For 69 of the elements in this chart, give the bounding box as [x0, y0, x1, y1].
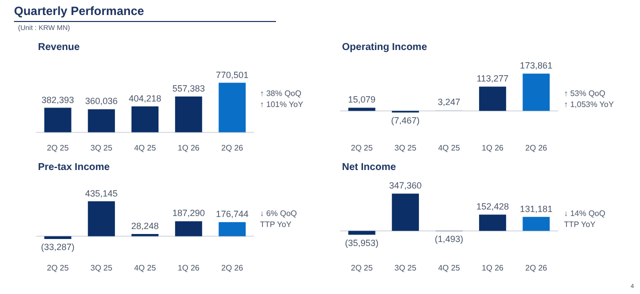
text: ↑ 1,053% YoY: [564, 99, 614, 110]
bar: [348, 108, 376, 111]
x-tick-label: 2Q 25: [350, 143, 374, 152]
bar: [175, 96, 202, 132]
x-tick-label: 2Q 26: [221, 263, 244, 272]
x-tick-label: 1Q 26: [178, 263, 200, 272]
x-tick-label: 4Q 25: [438, 143, 460, 152]
bar: [131, 106, 159, 132]
data-label: (35,953): [345, 238, 379, 248]
text: ↑ 38% QoQ: [260, 88, 302, 99]
data-label: 113,277: [476, 74, 509, 84]
bar: [218, 82, 246, 132]
data-label: 28,248: [131, 221, 159, 232]
x-tick-label: 2Q 25: [46, 263, 70, 272]
x-tick-label: 2Q 26: [525, 263, 548, 272]
bar: [479, 214, 506, 231]
data-label: 382,393: [42, 94, 74, 105]
x-tick-label: 3Q 25: [90, 263, 113, 272]
text: ↓ 14% QoQ: [564, 208, 606, 219]
bar: [88, 201, 115, 236]
x-tick-label: 4Q 25: [438, 263, 460, 272]
bar: [479, 86, 506, 111]
chart-title: Pre-tax Income: [38, 162, 110, 173]
data-label: (33,287): [41, 242, 75, 252]
data-label: 187,290: [172, 208, 205, 218]
x-tick-label: 1Q 26: [482, 263, 504, 272]
chart-title: Net Income: [342, 162, 396, 173]
x-tick-label: 4Q 25: [134, 143, 156, 152]
text: TTP YoY: [564, 219, 596, 230]
x-tick-label: 1Q 26: [482, 143, 504, 152]
data-label: 131,181: [520, 204, 552, 214]
x-tick-label: 2Q 25: [46, 143, 70, 152]
bar: [44, 108, 72, 132]
x-tick-label: 2Q 26: [525, 143, 548, 152]
data-label: 173,861: [520, 60, 552, 71]
text: ↑ 53% QoQ: [564, 88, 606, 99]
data-label: 404,218: [128, 93, 162, 104]
x-tick-label: 2Q 25: [350, 263, 374, 272]
bar: [218, 222, 246, 236]
bar: [522, 216, 550, 231]
bar: [44, 236, 72, 239]
text: Quarterly Performance: [14, 4, 276, 22]
bar: [392, 194, 419, 231]
data-label: 3,247: [438, 97, 460, 108]
data-label: 176,744: [216, 209, 248, 220]
x-tick-label: 4Q 25: [134, 263, 156, 272]
data-label: 360,036: [85, 96, 118, 106]
x-tick-label: 1Q 26: [178, 143, 200, 152]
data-label: 557,383: [172, 83, 205, 94]
data-label: 152,428: [476, 202, 509, 212]
x-tick-label: 2Q 26: [221, 143, 244, 152]
data-label: 435,145: [85, 188, 118, 198]
bar: [522, 74, 550, 111]
data-label: (1,493): [434, 234, 464, 244]
chart-title: Operating Income: [342, 42, 428, 53]
data-label: 15,079: [348, 94, 376, 105]
bar: [175, 221, 202, 236]
data-label: 347,360: [389, 180, 422, 191]
chart-title: Revenue: [38, 42, 80, 53]
x-tick-label: 3Q 25: [90, 143, 113, 152]
text: ↑ 101% YoY: [260, 99, 304, 110]
text: TTP YoY: [260, 219, 292, 230]
data-label: 770,501: [216, 70, 248, 80]
x-tick-label: 3Q 25: [394, 143, 417, 152]
bar: [88, 109, 115, 132]
bar: [348, 230, 376, 235]
text: ↓ 6% QoQ: [260, 208, 297, 219]
data-label: (7,467): [391, 116, 420, 126]
x-tick-label: 3Q 25: [394, 263, 417, 272]
